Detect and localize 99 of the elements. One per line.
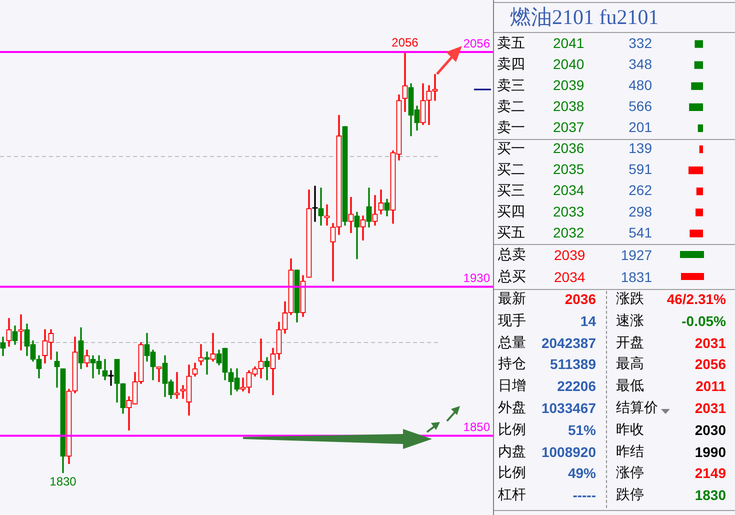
ref-line-label: 2056 <box>463 36 490 50</box>
text: 1830 <box>694 486 726 504</box>
data-label: 480 <box>628 76 652 93</box>
text: 总卖 <box>498 246 526 264</box>
text: ----- <box>572 486 596 504</box>
y-tick-label: 2036 <box>553 140 584 156</box>
candlestick <box>210 332 216 362</box>
y-tick-label: 2039 <box>553 76 584 93</box>
candlestick <box>204 352 210 375</box>
text: 1008920 <box>541 442 596 461</box>
bar <box>699 145 703 154</box>
text: 比例 <box>498 464 526 482</box>
text: 2036 <box>564 290 596 308</box>
text: 1927 <box>620 246 652 264</box>
text: 1033467 <box>541 399 596 417</box>
text: 涨跌 <box>616 290 644 308</box>
text: 1831 <box>620 268 652 286</box>
candlestick <box>54 352 60 388</box>
text: 比例 <box>498 420 526 439</box>
data-label: 139 <box>628 140 652 156</box>
text: 511389 <box>550 355 596 374</box>
text: 卖二 <box>497 98 525 115</box>
y-tick-label: 2035 <box>553 161 584 178</box>
text: 49% <box>568 464 596 482</box>
annotation: 2056 <box>392 35 419 50</box>
text: 外盘 <box>498 399 526 417</box>
y-tick-label: 2034 <box>553 182 584 198</box>
text: 2042387 <box>541 334 596 352</box>
text: 14 <box>580 312 596 330</box>
text: 2011 <box>696 377 726 396</box>
bar <box>689 103 703 112</box>
text: 2031 <box>694 334 726 352</box>
data-label: 332 <box>628 34 652 51</box>
text: 2031 <box>694 399 726 417</box>
y-tick-label: 2033 <box>553 203 584 220</box>
text: 买一 <box>497 140 525 157</box>
bar <box>688 166 703 174</box>
candlestick <box>348 196 354 234</box>
text: 22206 <box>557 377 596 396</box>
data-label: 566 <box>628 98 652 114</box>
bar <box>690 230 703 238</box>
candlestick <box>312 186 318 222</box>
text: 最新 <box>498 290 526 308</box>
text: 跌停 <box>616 486 644 504</box>
text: 卖三 <box>497 78 525 94</box>
candlestick <box>402 52 408 112</box>
y-tick-label: 2037 <box>553 119 584 136</box>
ref-line-label: 1850 <box>463 420 490 434</box>
text: 日增 <box>498 377 526 396</box>
text: 持仓 <box>498 355 526 374</box>
text: 开盘 <box>616 334 644 352</box>
text: 总量 <box>498 334 526 352</box>
text: 2056 <box>694 355 726 374</box>
y-tick-label: 2041 <box>553 34 584 51</box>
ref-line-label: 1930 <box>463 271 490 286</box>
text: 买四 <box>497 204 525 220</box>
text: 46/2.31% <box>666 290 726 308</box>
bar <box>694 61 703 69</box>
data-label: 201 <box>628 119 652 136</box>
data-label: 348 <box>628 56 652 72</box>
data-label: 298 <box>628 203 652 220</box>
text: 卖一 <box>497 120 525 136</box>
text: -0.05% <box>682 312 726 330</box>
data-label: 262 <box>628 182 652 198</box>
text: 昨结 <box>616 442 644 461</box>
text: 51% <box>568 420 596 439</box>
annotation: 1830 <box>50 474 77 488</box>
candlestick <box>198 344 204 366</box>
text: 杠杆 <box>498 486 526 504</box>
text: 最高 <box>616 355 644 374</box>
text: 买二 <box>497 162 525 178</box>
text: 内盘 <box>498 442 526 461</box>
bar <box>691 82 703 90</box>
data-label: 541 <box>628 224 652 240</box>
text: 现手 <box>498 312 526 330</box>
text: 买五 <box>497 225 525 242</box>
text: 昨收 <box>616 420 644 439</box>
y-tick-label: 2040 <box>553 56 584 72</box>
text: 卖五 <box>497 36 525 52</box>
text: 买三 <box>497 183 525 200</box>
bar <box>694 40 703 48</box>
candlestick <box>318 188 324 226</box>
bar <box>696 188 703 196</box>
text: 最低 <box>616 377 644 396</box>
text: 2149 <box>694 464 726 482</box>
y-tick-label: 2038 <box>553 98 584 114</box>
bar <box>698 124 703 132</box>
text: 卖四 <box>497 56 525 73</box>
y-tick-label: 2032 <box>553 224 584 240</box>
text: 2030 <box>694 420 726 439</box>
text: 涨停 <box>616 464 644 482</box>
data-label: 591 <box>628 161 652 178</box>
bar <box>696 208 703 216</box>
text: 速涨 <box>616 312 644 330</box>
text: 总买 <box>498 268 526 286</box>
text: 结算价 <box>616 399 658 417</box>
candlestick <box>18 314 24 350</box>
text: 1990 <box>694 442 726 461</box>
text: 燃油2101 fu2101 <box>510 4 659 30</box>
